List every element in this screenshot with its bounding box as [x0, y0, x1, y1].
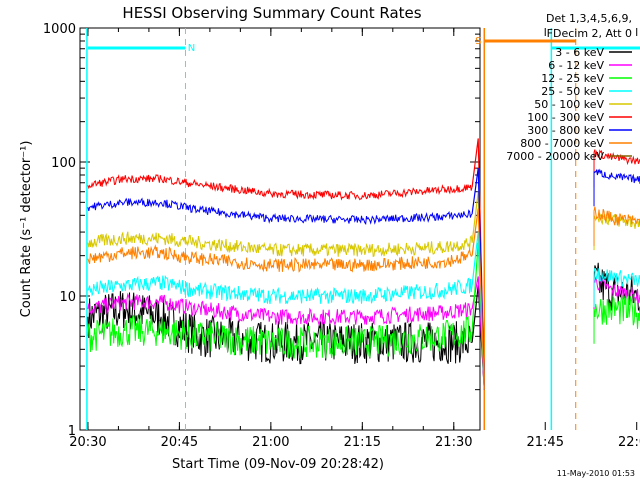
series-line — [593, 267, 640, 288]
legend-label: 25 - 50 keV — [541, 85, 604, 98]
series-line — [87, 244, 473, 273]
series-line — [593, 206, 640, 227]
x-tick-label: 21:00 — [252, 435, 289, 450]
series-line — [593, 168, 640, 184]
x-tick-label: 21:15 — [344, 435, 381, 450]
x-tick-label: 22:00 — [618, 435, 640, 450]
footer-timestamp: 11-May-2010 01:53 — [557, 469, 635, 478]
observing-markers: NS — [86, 28, 640, 430]
series-line — [87, 274, 473, 305]
y-tick-label: 1000 — [43, 22, 76, 37]
legend-label: 100 - 300 keV — [527, 111, 604, 124]
legend-label: 50 - 100 keV — [534, 98, 604, 111]
legend-label: 800 - 7000 keV — [520, 137, 604, 150]
x-tick-label: 21:45 — [527, 435, 564, 450]
chart-title: HESSI Observing Summary Count Rates — [122, 4, 421, 22]
series-line — [87, 231, 473, 258]
legend-label: 3 - 6 keV — [555, 46, 604, 59]
y-tick-label: 100 — [51, 156, 76, 171]
x-tick-label: 20:45 — [161, 435, 198, 450]
series-line — [593, 275, 640, 304]
series-line — [87, 292, 473, 327]
marker-label: S — [475, 36, 481, 47]
series-line — [87, 197, 473, 225]
x-tick-label: 20:30 — [69, 435, 106, 450]
legend-label: 7000 - 20000 keV — [506, 150, 604, 163]
legend-label: 12 - 25 keV — [541, 72, 604, 85]
legend-header-line-2: FDecim 2, Att 0 — [547, 27, 632, 40]
series-line — [593, 294, 640, 329]
x-tick-label: 21:30 — [435, 435, 472, 450]
legend: Det 1,3,4,5,6,9, FDecim 2, Att 0 3 - 6 k… — [506, 12, 632, 163]
legend-header-line-1: Det 1,3,4,5,6,9, — [546, 12, 632, 25]
y-tick-label: 1 — [68, 424, 76, 439]
y-axis: 1 10 100 1000 — [43, 22, 480, 439]
marker-label: N — [188, 43, 195, 54]
x-axis-label: Start Time (09-Nov-09 20:28:42) — [172, 457, 384, 472]
legend-label: 300 - 800 keV — [527, 124, 604, 137]
legend-label: 6 - 12 keV — [548, 59, 604, 72]
y-axis-label: Count Rate (s⁻¹ detector⁻¹) — [19, 141, 34, 318]
series-spike — [471, 208, 485, 390]
series-line — [87, 314, 473, 359]
series-line — [593, 149, 640, 166]
x-axis: 20:30 20:45 21:00 21:15 21:30 21:45 22:00 — [69, 28, 640, 450]
plot-frame — [79, 27, 481, 431]
y-tick-label: 10 — [59, 290, 76, 305]
series-line — [87, 174, 473, 201]
series-line — [593, 262, 640, 313]
plot-area — [79, 27, 481, 431]
series-lines — [87, 138, 640, 390]
